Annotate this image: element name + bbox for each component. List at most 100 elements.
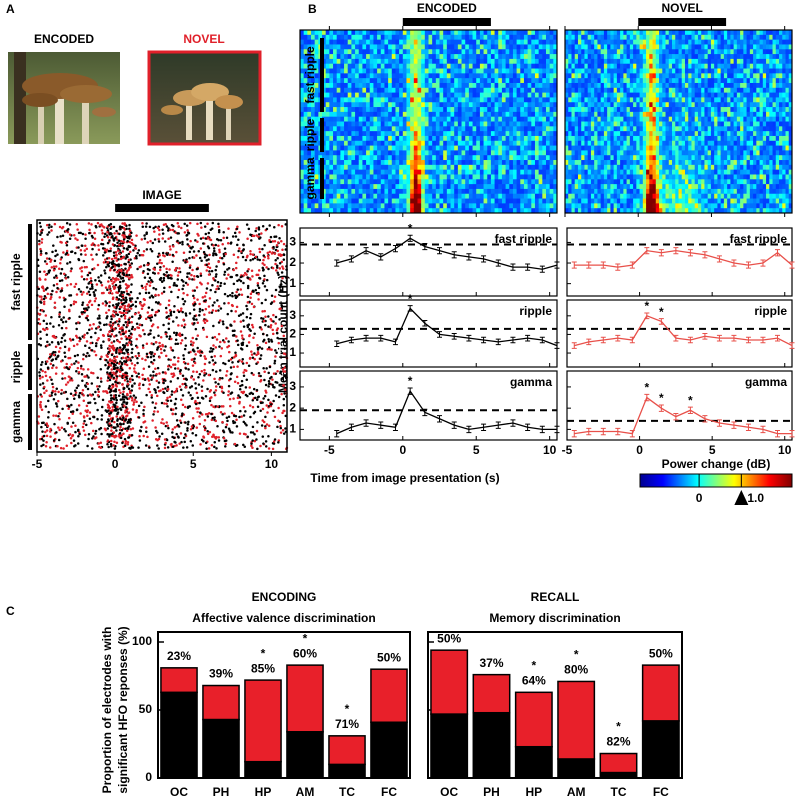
spectrogram-cell: [362, 102, 367, 108]
spectrogram-cell: [432, 155, 437, 161]
spike: [200, 226, 203, 229]
spectrogram-cell: [333, 126, 338, 132]
spike: [82, 399, 86, 403]
spike: [150, 393, 154, 397]
spectrogram-cell: [468, 111, 473, 118]
spike: [124, 300, 128, 304]
spectrogram-cell: [362, 193, 367, 199]
spike: [192, 317, 195, 320]
spike: [134, 396, 138, 399]
spectrogram-cell: [443, 131, 448, 137]
spike: [193, 289, 196, 292]
spectrogram-cell: [369, 155, 374, 161]
spectrogram-cell: [384, 150, 389, 156]
spectrogram-cell: [322, 188, 327, 195]
spectrogram-cell: [377, 107, 382, 113]
spike: [91, 247, 94, 251]
spectrogram-cell: [373, 116, 378, 122]
spectrogram-cell: [351, 111, 356, 118]
spike: [75, 223, 79, 226]
spike: [106, 333, 110, 336]
spike: [195, 391, 199, 395]
spike: [76, 429, 80, 432]
spectrogram-cell: [347, 135, 352, 142]
spectrogram-cell: [457, 155, 462, 161]
spike: [46, 366, 50, 369]
spike: [263, 278, 266, 281]
spike: [242, 374, 246, 377]
spectrogram-cell: [406, 193, 411, 199]
spectrogram-cell: [399, 155, 404, 161]
spike: [214, 346, 218, 349]
spectrogram-cell: [340, 30, 345, 36]
spike: [152, 413, 155, 416]
spike: [106, 403, 110, 407]
spectrogram-cell: [384, 87, 389, 94]
spectrogram-cell: [410, 193, 415, 199]
spike: [64, 241, 68, 245]
spectrogram-cell: [454, 140, 459, 146]
spike: [107, 337, 110, 341]
spike: [276, 256, 279, 260]
spectrogram-cell: [314, 78, 319, 84]
spike: [124, 419, 127, 422]
spike: [100, 238, 104, 242]
spectrogram-cell: [369, 116, 374, 122]
spike: [38, 322, 42, 326]
spectrogram-cell: [457, 68, 462, 74]
spike: [113, 268, 116, 272]
spectrogram-cell: [300, 78, 305, 84]
spike: [126, 380, 129, 383]
spike: [250, 239, 253, 242]
spectrogram-cell: [377, 179, 382, 185]
stimulus-label: NOVEL: [183, 32, 224, 46]
spectrogram-cell: [362, 208, 367, 214]
spike: [235, 425, 239, 428]
spectrogram-cell: [358, 97, 363, 103]
spike: [184, 261, 187, 264]
spike: [258, 346, 262, 349]
spike: [220, 386, 224, 390]
spike: [85, 410, 89, 414]
spectrogram-cell: [369, 169, 374, 175]
spectrogram-cell: [391, 160, 396, 166]
spike: [241, 383, 244, 387]
spike: [247, 341, 251, 344]
spectrogram-cell: [362, 107, 367, 113]
spectrogram-cell: [413, 30, 418, 36]
spike: [141, 377, 145, 381]
spectrogram-cell: [461, 107, 466, 113]
spectrogram-cell: [435, 135, 440, 142]
spike: [184, 312, 188, 315]
spike: [84, 433, 87, 437]
spectrogram-cell: [424, 193, 429, 199]
spectrogram-cell: [432, 97, 437, 103]
spike: [68, 365, 72, 369]
spike: [110, 444, 113, 448]
spectrogram-cell: [384, 92, 389, 98]
spectrogram-cell: [465, 73, 470, 79]
spike: [93, 350, 96, 353]
spike: [125, 290, 129, 293]
spectrogram-cell: [355, 203, 360, 209]
spectrogram-cell: [300, 208, 305, 214]
spike: [251, 431, 255, 434]
spike: [279, 371, 282, 375]
spectrogram-cell: [417, 184, 422, 190]
spike: [254, 396, 257, 400]
spike: [224, 362, 227, 366]
spike: [265, 278, 269, 282]
spike: [88, 417, 92, 421]
spike: [162, 381, 165, 385]
spectrogram-cell: [454, 63, 459, 69]
spectrogram-cell: [417, 145, 422, 151]
spike: [194, 434, 198, 437]
spectrogram-cell: [399, 82, 404, 89]
spectrogram-cell: [439, 140, 444, 146]
spike: [118, 352, 121, 355]
spike: [202, 250, 206, 254]
spike: [206, 415, 210, 418]
spectrogram-cell: [300, 54, 305, 60]
spectrogram-cell: [428, 102, 433, 108]
spectrogram-cell: [362, 150, 367, 156]
